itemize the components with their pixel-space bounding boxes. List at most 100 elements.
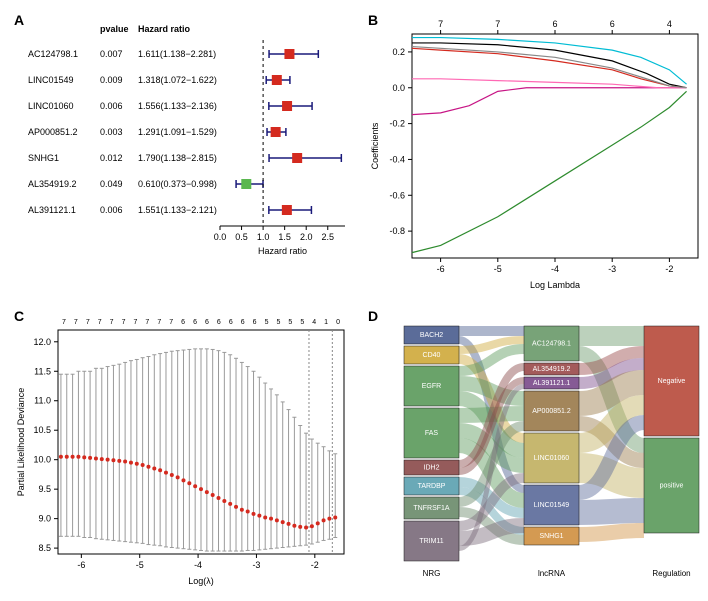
svg-text:2.0: 2.0 — [300, 232, 313, 242]
svg-text:9.0: 9.0 — [38, 513, 51, 523]
svg-text:4: 4 — [312, 319, 316, 326]
svg-text:0.007: 0.007 — [100, 49, 123, 59]
svg-text:pvalue: pvalue — [100, 24, 129, 34]
svg-text:AL354919.2: AL354919.2 — [533, 366, 571, 373]
svg-text:12.0: 12.0 — [33, 336, 51, 346]
svg-text:-4: -4 — [194, 560, 202, 570]
svg-text:0.0: 0.0 — [392, 83, 405, 93]
svg-text:0.012: 0.012 — [100, 153, 123, 163]
svg-text:AL391121.1: AL391121.1 — [28, 205, 76, 215]
svg-text:6: 6 — [181, 319, 185, 326]
svg-text:-6: -6 — [437, 264, 445, 274]
svg-text:LINC01549: LINC01549 — [534, 502, 570, 509]
panel-b: B -6-5-4-3-2-0.8-0.6-0.4-0.20.00.277664L… — [364, 10, 708, 296]
svg-text:NRG: NRG — [423, 569, 441, 578]
svg-text:7: 7 — [86, 319, 90, 326]
svg-text:-0.8: -0.8 — [389, 226, 405, 236]
svg-text:TNFRSF1A: TNFRSF1A — [413, 505, 450, 512]
svg-text:7: 7 — [495, 19, 500, 29]
svg-text:10.5: 10.5 — [33, 425, 51, 435]
svg-text:-3: -3 — [608, 264, 616, 274]
svg-text:6: 6 — [205, 319, 209, 326]
panel-a-label: A — [14, 12, 24, 28]
svg-text:5: 5 — [300, 319, 304, 326]
svg-text:7: 7 — [169, 319, 173, 326]
svg-text:SNHG1: SNHG1 — [539, 533, 563, 540]
svg-text:IDH2: IDH2 — [424, 464, 440, 471]
svg-text:Negative: Negative — [658, 378, 686, 385]
svg-text:LINC01549: LINC01549 — [28, 75, 74, 85]
svg-text:4: 4 — [667, 19, 672, 29]
svg-text:Coefficients: Coefficients — [370, 122, 380, 169]
svg-text:5: 5 — [277, 319, 281, 326]
svg-text:-0.6: -0.6 — [389, 190, 405, 200]
svg-text:BACH2: BACH2 — [420, 332, 443, 339]
panel-b-label: B — [368, 12, 378, 28]
svg-text:7: 7 — [157, 319, 161, 326]
svg-text:0: 0 — [336, 319, 340, 326]
svg-text:1.611(1.138−2.281): 1.611(1.138−2.281) — [138, 49, 216, 59]
svg-text:7: 7 — [110, 319, 114, 326]
svg-text:1.318(1.072−1.622): 1.318(1.072−1.622) — [138, 75, 217, 85]
svg-text:0.5: 0.5 — [235, 232, 248, 242]
svg-text:6: 6 — [241, 319, 245, 326]
svg-text:7: 7 — [438, 19, 443, 29]
svg-text:FAS: FAS — [425, 430, 439, 437]
panel-c-label: C — [14, 308, 24, 324]
svg-text:Hazard ratio: Hazard ratio — [138, 24, 191, 34]
svg-text:1.291(1.091−1.529): 1.291(1.091−1.529) — [138, 127, 217, 137]
svg-text:1.5: 1.5 — [278, 232, 291, 242]
svg-text:2.5: 2.5 — [322, 232, 335, 242]
svg-text:9.5: 9.5 — [38, 484, 51, 494]
svg-text:-5: -5 — [136, 560, 144, 570]
svg-text:Hazard ratio: Hazard ratio — [258, 246, 307, 256]
svg-text:LINC01060: LINC01060 — [28, 101, 74, 111]
svg-text:-2: -2 — [665, 264, 673, 274]
svg-text:AP000851.2: AP000851.2 — [28, 127, 78, 137]
svg-text:5: 5 — [265, 319, 269, 326]
svg-text:8.5: 8.5 — [38, 543, 51, 553]
panel-d: D BACH2CD40EGFRFASIDH2TARDBPTNFRSF1ATRIM… — [364, 306, 708, 592]
svg-text:-0.2: -0.2 — [389, 119, 405, 129]
svg-text:-0.4: -0.4 — [389, 154, 405, 164]
svg-text:7: 7 — [134, 319, 138, 326]
svg-text:AL391121.1: AL391121.1 — [533, 380, 570, 387]
svg-text:-6: -6 — [77, 560, 85, 570]
svg-text:0.009: 0.009 — [100, 75, 123, 85]
svg-text:7: 7 — [122, 319, 126, 326]
svg-text:AP000851.2: AP000851.2 — [532, 408, 571, 415]
svg-text:0.003: 0.003 — [100, 127, 123, 137]
svg-text:0.006: 0.006 — [100, 101, 123, 111]
svg-text:7: 7 — [98, 319, 102, 326]
svg-text:0.610(0.373−0.998): 0.610(0.373−0.998) — [138, 179, 217, 189]
svg-text:7: 7 — [62, 319, 66, 326]
svg-text:-3: -3 — [252, 560, 260, 570]
svg-text:Partial Likelihood Deviance: Partial Likelihood Deviance — [16, 387, 26, 496]
svg-text:CD40: CD40 — [423, 352, 441, 359]
svg-text:0.049: 0.049 — [100, 179, 123, 189]
panel-a: A pvalueHazard ratioAC124798.10.0071.611… — [10, 10, 354, 296]
svg-text:-5: -5 — [494, 264, 502, 274]
panel-c: C -6-5-4-3-28.59.09.510.010.511.011.512.… — [10, 306, 354, 592]
svg-text:Log(λ): Log(λ) — [188, 576, 214, 586]
svg-text:1: 1 — [324, 319, 328, 326]
svg-text:6: 6 — [253, 319, 257, 326]
svg-text:LINC01060: LINC01060 — [534, 455, 570, 462]
svg-text:6: 6 — [229, 319, 233, 326]
svg-text:-2: -2 — [311, 560, 319, 570]
svg-text:1.790(1.138−2.815): 1.790(1.138−2.815) — [138, 153, 217, 163]
svg-text:11.0: 11.0 — [34, 395, 51, 405]
svg-text:EGFR: EGFR — [422, 383, 441, 390]
svg-text:6: 6 — [610, 19, 615, 29]
svg-text:10.0: 10.0 — [33, 454, 51, 464]
svg-text:-4: -4 — [551, 264, 559, 274]
svg-text:0.2: 0.2 — [392, 47, 405, 57]
svg-text:AC124798.1: AC124798.1 — [532, 340, 571, 347]
svg-text:TRIM11: TRIM11 — [419, 538, 443, 545]
svg-text:1.551(1.133−2.121): 1.551(1.133−2.121) — [138, 205, 217, 215]
svg-text:lncRNA: lncRNA — [538, 569, 566, 578]
svg-text:Log Lambda: Log Lambda — [530, 280, 580, 290]
svg-text:1.556(1.133−2.136): 1.556(1.133−2.136) — [138, 101, 217, 111]
svg-text:7: 7 — [74, 319, 78, 326]
svg-text:positive: positive — [660, 482, 684, 489]
